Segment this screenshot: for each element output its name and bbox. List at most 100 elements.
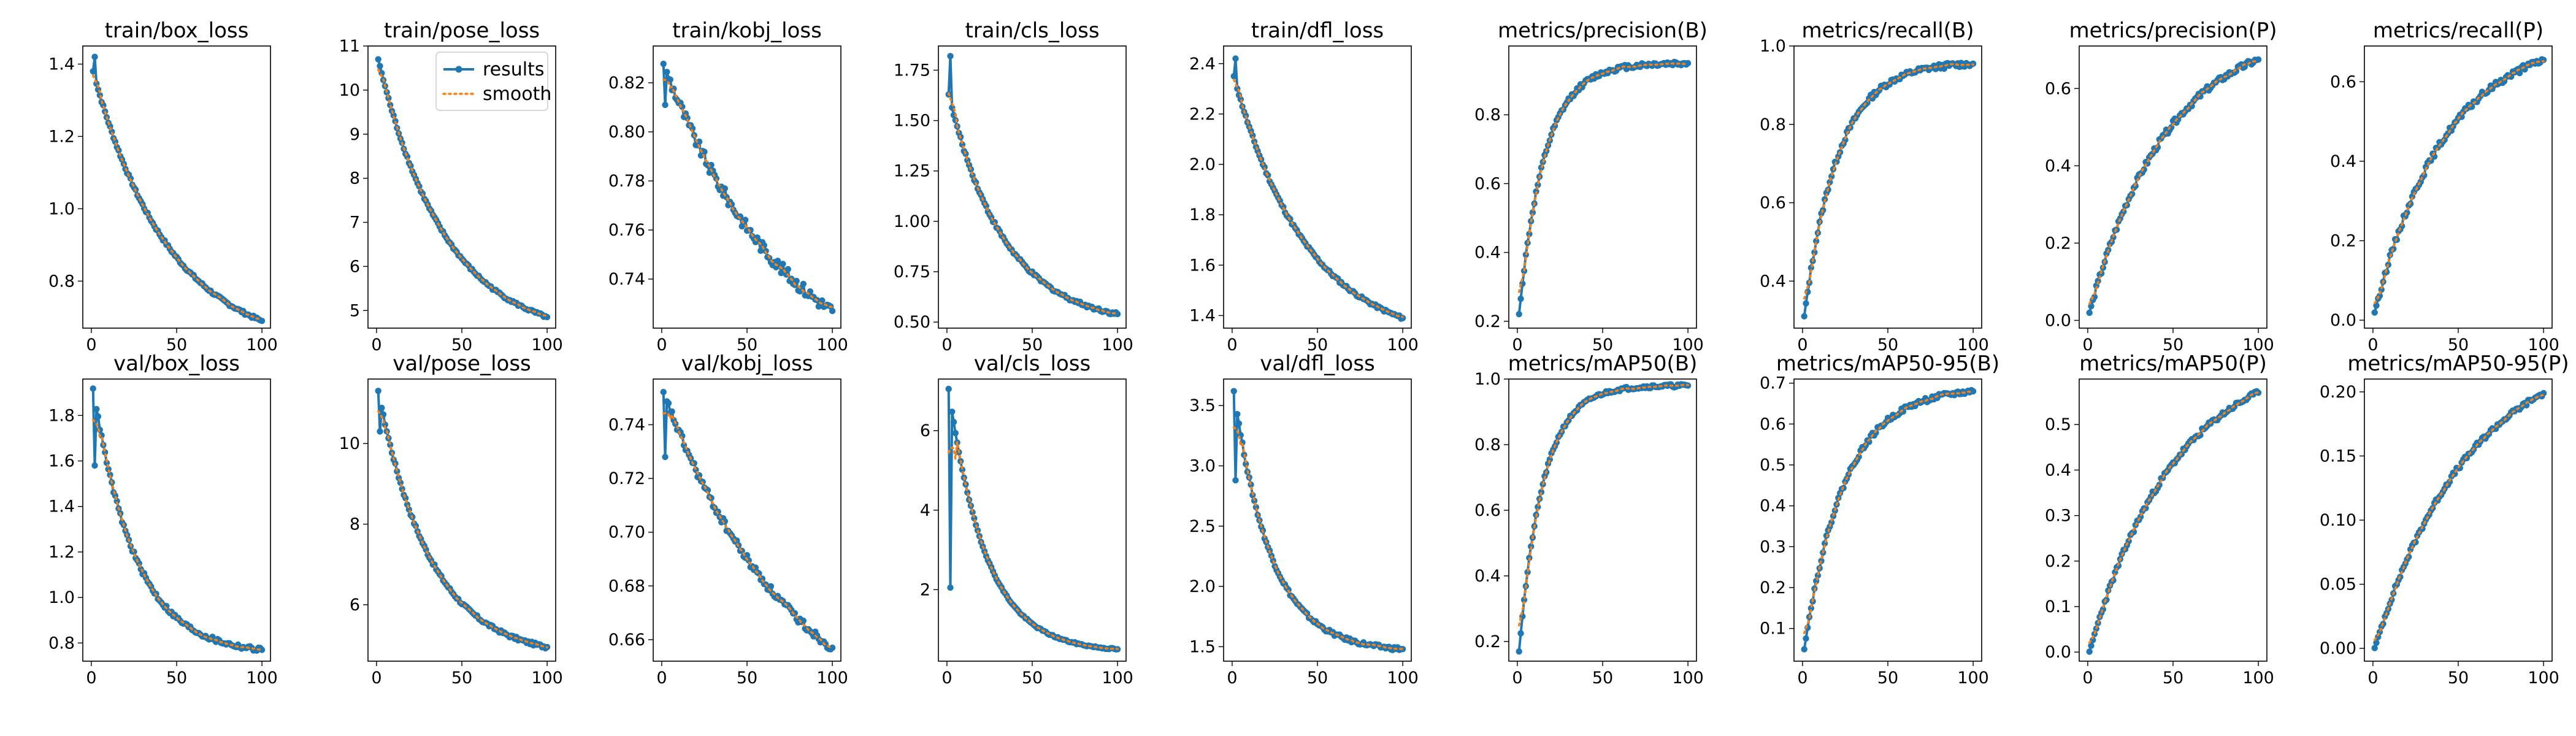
results-point	[378, 404, 385, 412]
results-point	[1520, 596, 1528, 604]
y-tick-label: 6	[350, 257, 360, 276]
smooth-line	[91, 418, 263, 651]
chart-panel: train/kobj_loss 0 50 100 0.74 0.76 0.78 0.80 0.8…	[608, 18, 848, 355]
results-point	[660, 60, 667, 67]
chart-panel: val/dfl_loss 0 50 100 1.5 2.0 2.5 3.0 3.5	[1189, 351, 1419, 688]
axes-frame	[2079, 378, 2267, 662]
chart-panel: metrics/mAP50(B) 0 50 100 0.2 0.4 0.6 0.8 1.0	[1474, 351, 1704, 688]
x-tick-label: 0	[86, 669, 96, 688]
smooth-line	[1803, 389, 1974, 634]
results-point	[945, 385, 952, 393]
results-point	[669, 408, 675, 415]
axes-frame	[653, 378, 841, 662]
panel-title: train/kobj_loss	[672, 18, 822, 43]
y-tick-label: 0.82	[608, 74, 645, 93]
y-tick-label: 0.4	[2045, 461, 2071, 480]
results-point	[1801, 646, 1807, 653]
chart-panel: metrics/mAP50-95(P) 0 50 100 0.00 0.05 0.10 0.1…	[2320, 351, 2569, 688]
y-tick-label: 0.3	[2045, 507, 2071, 526]
y-tick-label: 0.0	[2045, 643, 2071, 662]
panel-title: metrics/recall(B)	[1801, 18, 1974, 43]
results-point	[1529, 209, 1536, 216]
results-line	[2088, 58, 2259, 313]
panel-title: train/dfl_loss	[1251, 18, 1384, 43]
results-point	[93, 405, 100, 413]
smooth-line	[377, 410, 548, 649]
x-tick-label: 50	[1592, 335, 1613, 355]
results-point	[829, 307, 836, 315]
results-point	[2371, 645, 2378, 651]
results-point	[112, 493, 119, 499]
results-line	[662, 392, 834, 651]
x-tick-label: 100	[1672, 669, 1704, 688]
results-point	[90, 68, 96, 75]
x-tick-label: 100	[1387, 669, 1419, 688]
results-point	[1684, 59, 1692, 67]
y-tick-label: 1.8	[1189, 205, 1216, 224]
y-tick-label: 1.8	[48, 406, 75, 425]
x-tick-label: 100	[1102, 335, 1133, 355]
y-tick-label: 2.5	[1189, 517, 1216, 536]
x-tick-label: 100	[246, 669, 278, 688]
smooth-line	[947, 92, 1119, 315]
results-point	[784, 266, 792, 273]
results-point	[1516, 648, 1522, 655]
panel-title: metrics/precision(B)	[1498, 18, 1708, 43]
results-point	[1517, 295, 1524, 302]
results-point	[258, 318, 266, 324]
y-tick-label: 2.0	[1189, 155, 1216, 174]
results-point	[1969, 388, 1977, 395]
chart-panel: metrics/precision(P) 0 50 100 0.0 0.2 0.4 0.6	[2045, 18, 2277, 355]
x-tick-label: 100	[531, 669, 563, 688]
legend-results-label: results	[483, 59, 545, 80]
results-point	[1535, 182, 1541, 188]
y-tick-label: 0.2	[1474, 632, 1501, 651]
x-tick-label: 50	[166, 335, 187, 355]
y-tick-label: 0.15	[2320, 447, 2356, 466]
results-point	[1803, 635, 1809, 642]
axes-frame	[82, 45, 271, 329]
results-point	[1814, 572, 1822, 579]
results-point	[1114, 310, 1121, 318]
results-point	[2088, 642, 2095, 650]
x-tick-label: 100	[246, 335, 278, 355]
results-point	[959, 466, 966, 473]
y-tick-label: 10	[339, 434, 360, 453]
chart-panel: metrics/precision(B) 0 50 100 0.2 0.4 0.6 0.8	[1474, 18, 1708, 355]
results-point	[91, 53, 98, 60]
smooth-line	[662, 79, 834, 309]
results-point	[950, 418, 957, 426]
results-point	[742, 217, 749, 223]
panel-title: val/kobj_loss	[681, 351, 813, 376]
x-tick-label: 0	[1512, 669, 1522, 688]
x-tick-label: 50	[1592, 669, 1613, 688]
results-point	[757, 247, 764, 254]
chart-panel: val/cls_loss 0 50 100 2 4 6	[920, 351, 1133, 688]
results-point	[387, 442, 394, 448]
chart-panel: val/box_loss 0 50 100 0.8 1.0 1.2 1.4 1.6 1.8	[48, 351, 278, 688]
results-point	[2373, 639, 2380, 646]
y-tick-label: 0.1	[1760, 619, 1786, 638]
y-tick-label: 6	[920, 421, 930, 440]
results-point	[2255, 56, 2262, 63]
results-line	[377, 391, 548, 650]
x-tick-label: 0	[2082, 669, 2093, 688]
x-tick-label: 0	[941, 335, 952, 355]
panel-title: train/box_loss	[105, 18, 249, 43]
x-tick-label: 50	[737, 669, 757, 688]
results-point	[1252, 504, 1260, 511]
chart-panel: metrics/mAP50(P) 0 50 100 0.0 0.1 0.2 0.3 0.4 0.5	[2045, 351, 2274, 688]
chart-panel: metrics/recall(P) 0 50 100 0.0 0.2 0.4 0.6	[2330, 18, 2559, 355]
y-tick-label: 0.2	[2045, 234, 2071, 253]
chart-panel: train/box_loss 0 50 100 0.8 1.0 1.2 1.4	[48, 18, 278, 355]
results-point	[1517, 630, 1524, 637]
y-tick-label: 0.20	[2320, 383, 2356, 402]
y-tick-label: 0.4	[1474, 567, 1501, 586]
x-tick-label: 0	[1227, 669, 1237, 688]
x-tick-label: 50	[451, 669, 472, 688]
y-tick-label: 1.6	[1189, 256, 1216, 275]
results-point	[743, 552, 751, 559]
results-point	[2523, 402, 2530, 408]
results-point	[1235, 420, 1243, 427]
